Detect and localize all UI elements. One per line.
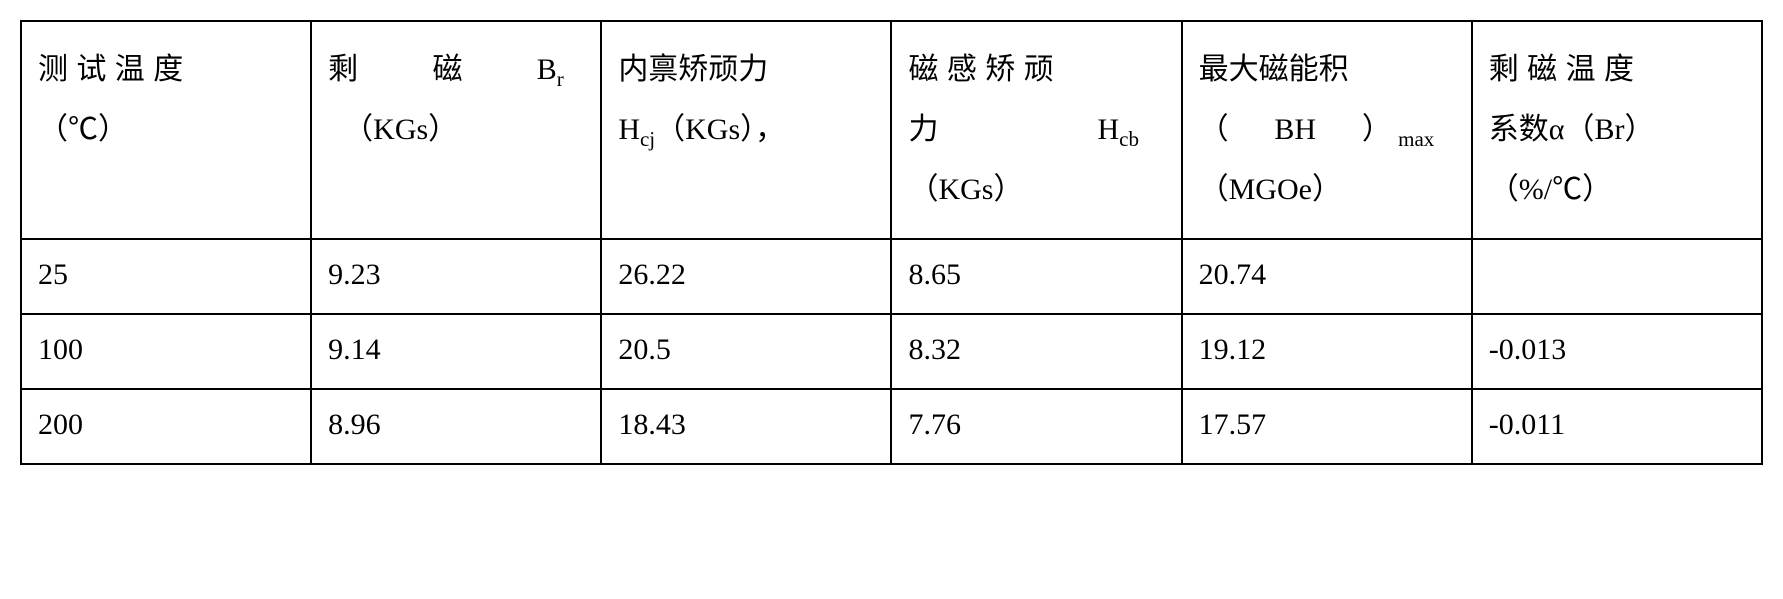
cell-value: 25	[21, 239, 311, 314]
cell-value	[1472, 239, 1762, 314]
cell-value: 26.22	[601, 239, 891, 314]
col-header-hcj: 内禀矫顽力 Hcj（KGs），	[601, 21, 891, 239]
header-unit: （KGs）	[343, 113, 458, 146]
cell-value: 20.5	[601, 314, 891, 389]
header-symbol: ）max	[1362, 100, 1434, 160]
cell-value: 7.76	[891, 389, 1181, 464]
table-row: 25 9.23 26.22 8.65 20.74	[21, 239, 1762, 314]
table-row: 200 8.96 18.43 7.76 17.57 -0.011	[21, 389, 1762, 464]
cell-value: 8.96	[311, 389, 601, 464]
cell-value: 9.23	[311, 239, 601, 314]
header-unit: （KGs）	[908, 173, 1023, 206]
cell-value: 8.32	[891, 314, 1181, 389]
cell-value: 17.57	[1182, 389, 1472, 464]
col-header-temperature: 测试温度 （℃）	[21, 21, 311, 239]
header-text: 磁	[432, 40, 462, 100]
header-text: 内禀矫顽力	[618, 53, 768, 86]
header-text: 测试温度	[38, 53, 192, 86]
header-text: 剩磁温度	[1489, 53, 1643, 86]
header-symbol: Hcb	[1098, 100, 1140, 160]
header-text: BH	[1274, 100, 1316, 160]
col-header-bhmax: 最大磁能积 （ BH ）max （MGOe）	[1182, 21, 1472, 239]
col-header-alpha: 剩磁温度 系数α（Br） （%/℃）	[1472, 21, 1762, 239]
header-unit: （℃）	[38, 113, 128, 146]
header-text: （	[1199, 100, 1229, 160]
cell-value: 19.12	[1182, 314, 1472, 389]
table-row: 100 9.14 20.5 8.32 19.12 -0.013	[21, 314, 1762, 389]
header-text: 剩	[328, 40, 358, 100]
cell-value: 18.43	[601, 389, 891, 464]
cell-value: -0.011	[1472, 389, 1762, 464]
cell-value: 200	[21, 389, 311, 464]
header-unit: （%/℃）	[1489, 173, 1612, 206]
header-text: 最大磁能积	[1199, 53, 1349, 86]
cell-value: 100	[21, 314, 311, 389]
cell-value: 9.14	[311, 314, 601, 389]
cell-value: -0.013	[1472, 314, 1762, 389]
header-symbol: Br	[537, 40, 564, 100]
header-text: 磁感矫顽	[908, 53, 1062, 86]
header-text: 系数α（Br）	[1489, 113, 1655, 146]
data-table: 测试温度 （℃） 剩 磁 Br （KGs） 内禀矫顽力 Hcj（KGs）， 磁感…	[20, 20, 1763, 465]
header-unit: （KGs），	[655, 113, 785, 146]
header-unit: （MGOe）	[1199, 173, 1342, 206]
cell-value: 8.65	[891, 239, 1181, 314]
header-symbol: Hcj	[618, 113, 655, 146]
col-header-br: 剩 磁 Br （KGs）	[311, 21, 601, 239]
header-text: 力	[908, 100, 938, 160]
header-row: 测试温度 （℃） 剩 磁 Br （KGs） 内禀矫顽力 Hcj（KGs）， 磁感…	[21, 21, 1762, 239]
cell-value: 20.74	[1182, 239, 1472, 314]
col-header-hcb: 磁感矫顽 力 Hcb （KGs）	[891, 21, 1181, 239]
